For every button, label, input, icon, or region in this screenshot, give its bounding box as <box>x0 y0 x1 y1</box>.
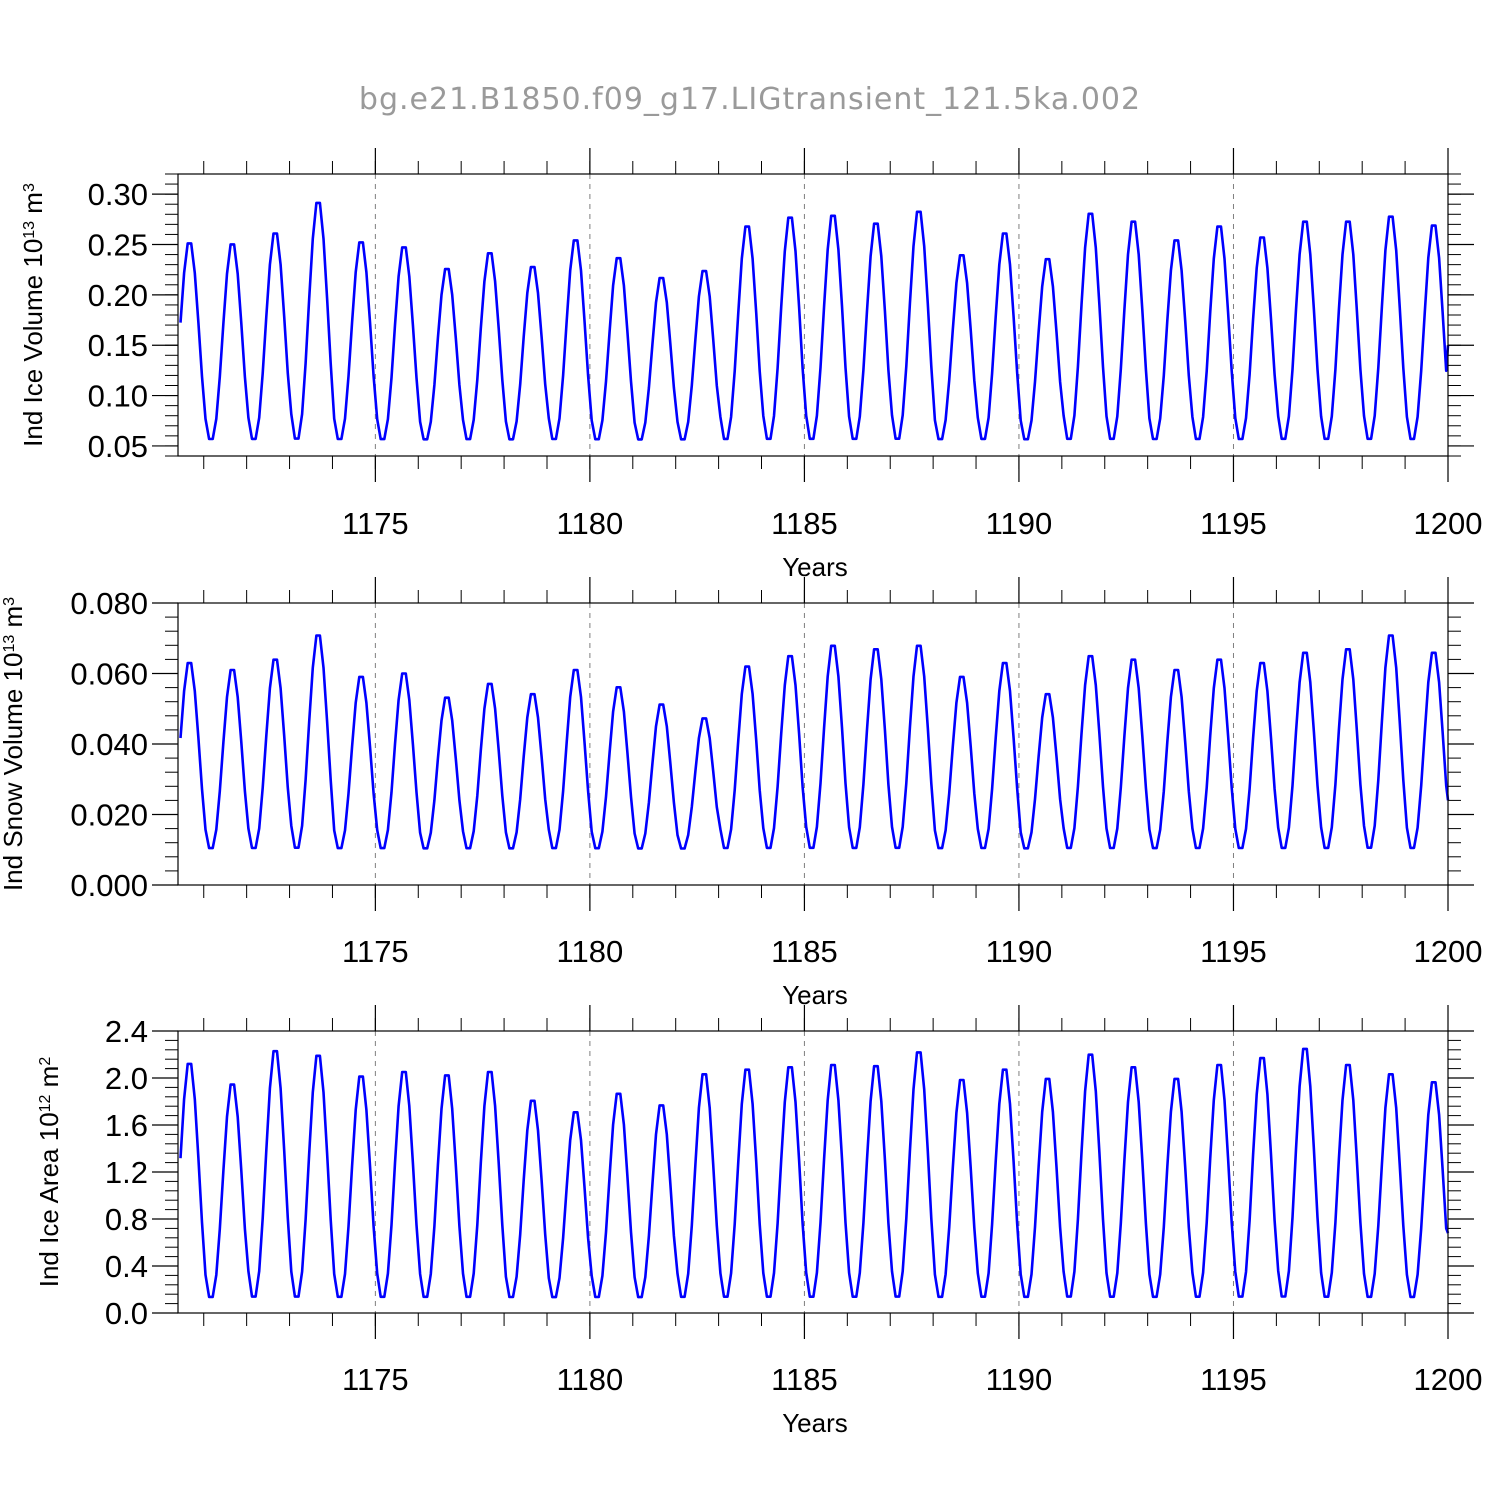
panel-2: 0.000 0.020 0.040 0.060 0.080 1175 1180 1185 119… <box>0 577 1482 1010</box>
x-tick-label: 1185 <box>771 934 838 969</box>
x-tick-label: 1185 <box>771 1362 838 1397</box>
y-tick-label: 0.8 <box>105 1202 148 1237</box>
y-axis-label: Ind Ice Volume 1013 m3 <box>18 183 48 447</box>
x-tick-label: 1180 <box>557 934 624 969</box>
x-tick-label: 1200 <box>1414 934 1483 969</box>
y-tick-label: 0.0 <box>105 1296 148 1331</box>
x-tick-label: 1185 <box>771 506 838 541</box>
y-tick-label: 0.4 <box>105 1249 148 1284</box>
x-tick-label: 1190 <box>986 506 1053 541</box>
y-tick-label: 2.4 <box>105 1014 148 1049</box>
y-tick-label: 0.15 <box>88 328 148 363</box>
x-tick-label: 1195 <box>1200 934 1267 969</box>
y-tick-label: 0.040 <box>70 727 148 762</box>
y-tick-label: 0.000 <box>70 868 148 903</box>
y-tick-label: 0.20 <box>88 278 148 313</box>
y-tick-label: 0.060 <box>70 657 148 692</box>
y-tick-label: 0.25 <box>88 228 148 263</box>
x-tick-label: 1195 <box>1200 1362 1267 1397</box>
x-tick-label: 1175 <box>342 506 409 541</box>
series-line <box>179 201 1450 441</box>
x-axis-label: Years <box>782 552 848 582</box>
y-tick-label: 0.30 <box>88 177 148 212</box>
y-tick-label: 0.10 <box>88 379 148 414</box>
y-tick-label: 2.0 <box>105 1061 148 1096</box>
y-tick-label: 0.020 <box>70 798 148 833</box>
chart-title: bg.e21.B1850.f09_g17.LIGtransient_121.5k… <box>358 82 1142 117</box>
x-tick-label: 1190 <box>986 934 1053 969</box>
x-tick-label: 1200 <box>1414 1362 1483 1397</box>
y-tick-label: 0.080 <box>70 586 148 621</box>
y-tick-label: 1.2 <box>105 1155 148 1190</box>
x-axis-label: Years <box>782 980 848 1010</box>
series-line <box>179 634 1450 850</box>
y-axis-label: Ind Ice Area 1012 m2 <box>34 1057 64 1288</box>
x-tick-label: 1190 <box>986 1362 1053 1397</box>
panel-1: 0.05 0.10 0.15 0.20 0.25 0.30 1175 1180 1185 1190… <box>18 148 1482 582</box>
x-tick-label: 1180 <box>557 506 624 541</box>
x-tick-label: 1175 <box>342 934 409 969</box>
x-tick-label: 1180 <box>557 1362 624 1397</box>
x-tick-label: 1200 <box>1414 506 1483 541</box>
series-line <box>179 1047 1450 1299</box>
x-axis-label: Years <box>782 1408 848 1438</box>
x-tick-label: 1175 <box>342 1362 409 1397</box>
panel-3: 0.0 0.4 0.8 1.2 1.6 2.0 2.4 1175 1180 1185 1190 119… <box>34 1005 1482 1438</box>
x-tick-label: 1195 <box>1200 506 1267 541</box>
y-tick-label: 1.6 <box>105 1108 148 1143</box>
y-axis-label: Ind Snow Volume 1013 m3 <box>0 597 28 891</box>
y-tick-label: 0.05 <box>88 429 148 464</box>
